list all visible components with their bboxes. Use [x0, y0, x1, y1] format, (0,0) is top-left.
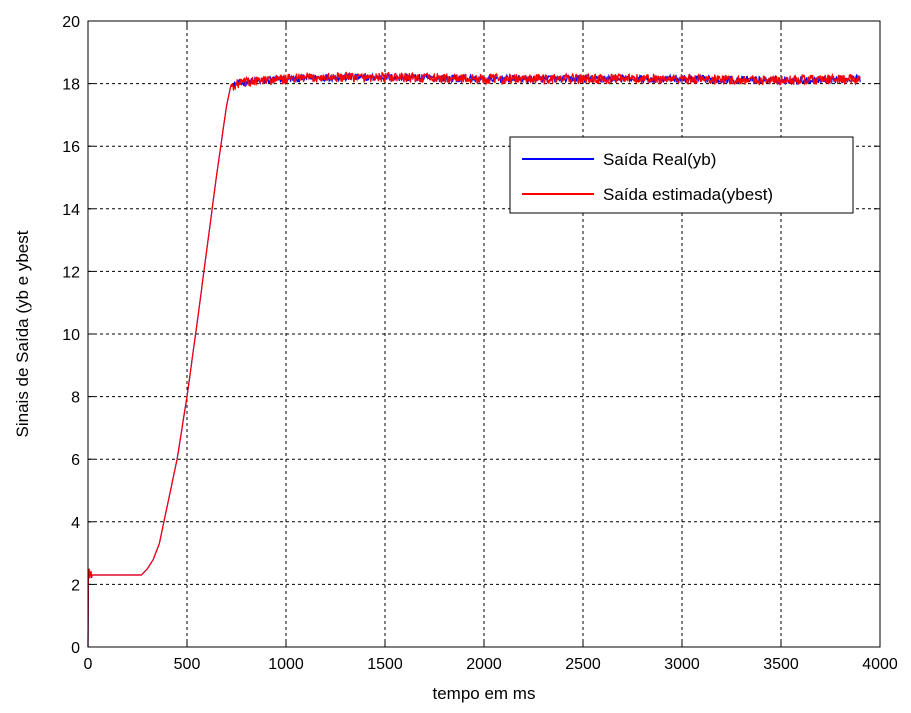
- y-tick-label: 2: [71, 577, 80, 594]
- legend-label-real: Saída Real(yb): [603, 150, 716, 169]
- y-tick-labels: 0 2 4 6 8 10 12 14 16 18 20: [62, 14, 80, 657]
- y-tick-label: 0: [71, 640, 80, 657]
- y-axis-label: Sinais de Saída (yb e ybest: [13, 230, 32, 437]
- x-tick-label: 4000: [862, 656, 898, 673]
- y-tick-label: 18: [62, 77, 80, 94]
- series-layer: [87, 71, 861, 648]
- tick-marks: [87, 20, 881, 648]
- y-tick-label: 10: [62, 327, 80, 344]
- x-tick-labels: 0 500 1000 1500 2000 2500 3000 3500 4000: [84, 656, 898, 673]
- y-tick-label: 12: [62, 264, 80, 281]
- y-tick-label: 20: [62, 14, 80, 31]
- legend-label-estimated: Saída estimada(ybest): [603, 185, 773, 204]
- x-tick-label: 2500: [565, 656, 601, 673]
- x-tick-label: 2000: [466, 656, 502, 673]
- series-estimated-line: [87, 71, 861, 648]
- x-tick-label: 3000: [664, 656, 700, 673]
- legend: Saída Real(yb) Saída estimada(ybest): [509, 136, 854, 214]
- y-tick-label: 8: [71, 390, 80, 407]
- y-tick-label: 14: [62, 202, 80, 219]
- y-tick-label: 6: [71, 452, 80, 469]
- x-tick-label: 1000: [268, 656, 304, 673]
- x-tick-label: 1500: [367, 656, 403, 673]
- x-tick-label: 500: [174, 656, 201, 673]
- x-axis-label: tempo em ms: [433, 684, 536, 703]
- y-tick-label: 4: [71, 515, 80, 532]
- y-tick-label: 16: [62, 139, 80, 156]
- legend-box: [509, 136, 854, 214]
- x-tick-label: 0: [84, 656, 93, 673]
- x-tick-label: 3500: [763, 656, 799, 673]
